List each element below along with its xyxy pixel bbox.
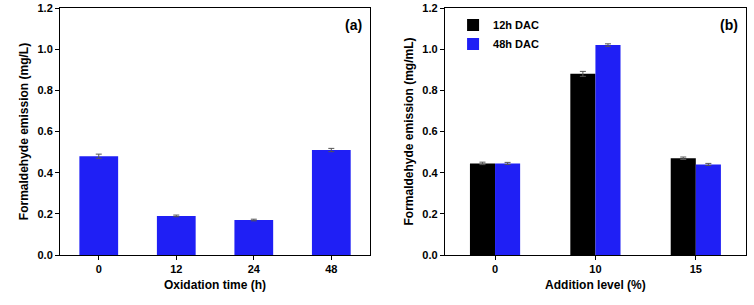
svg-text:1.2: 1.2: [38, 2, 53, 14]
svg-text:0.0: 0.0: [422, 249, 437, 261]
svg-text:Oxidation time (h): Oxidation time (h): [164, 278, 266, 292]
svg-text:0.8: 0.8: [422, 84, 437, 96]
svg-text:1.0: 1.0: [422, 43, 437, 55]
svg-text:Formaldehyde emission (mg/mL): Formaldehyde emission (mg/mL): [402, 37, 416, 225]
svg-text:1.0: 1.0: [38, 43, 53, 55]
svg-text:0.0: 0.0: [38, 249, 53, 261]
svg-text:0: 0: [96, 263, 102, 275]
svg-text:(a): (a): [345, 17, 362, 33]
svg-text:1.2: 1.2: [422, 2, 437, 14]
svg-text:Formaldehyde emission (mg/L): Formaldehyde emission (mg/L): [17, 43, 31, 220]
svg-text:0.2: 0.2: [38, 208, 53, 220]
svg-text:0.4: 0.4: [38, 167, 54, 179]
svg-text:12h DAC: 12h DAC: [493, 19, 539, 31]
svg-text:48h DAC: 48h DAC: [493, 38, 539, 50]
svg-text:15: 15: [690, 263, 702, 275]
svg-text:24: 24: [248, 263, 261, 275]
svg-text:12: 12: [170, 263, 182, 275]
svg-text:0.2: 0.2: [422, 208, 437, 220]
svg-text:0: 0: [492, 263, 498, 275]
svg-text:(b): (b): [720, 17, 738, 33]
svg-text:Addition level (%): Addition level (%): [545, 278, 646, 292]
svg-text:0.6: 0.6: [422, 125, 437, 137]
svg-text:10: 10: [589, 263, 601, 275]
svg-text:0.8: 0.8: [38, 84, 53, 96]
svg-text:0.4: 0.4: [422, 167, 438, 179]
svg-text:0.6: 0.6: [38, 125, 53, 137]
svg-text:48: 48: [325, 263, 337, 275]
